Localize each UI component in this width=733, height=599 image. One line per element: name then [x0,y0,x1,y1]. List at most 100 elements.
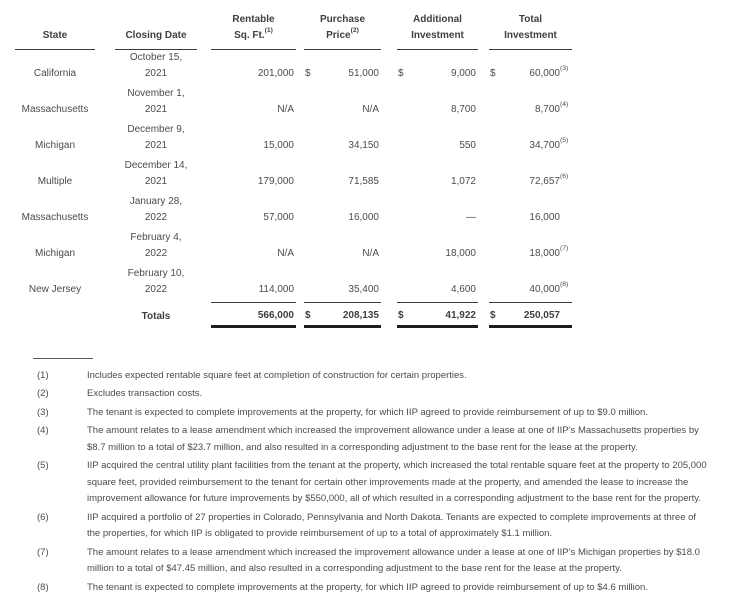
closing-date-line1: December 14, [124,160,188,171]
table-body: California October 15, 2021 201,000 $51,000 $… [15,50,572,328]
table-row: Massachusetts November 1, 2021 N/A N/A 8,700 8… [15,86,572,122]
column-gap [95,86,115,122]
column-gap [95,50,115,87]
state-cell: California [33,68,77,79]
total-dollar-sign [489,266,502,303]
rentable-sqft-cell: 114,000 [211,266,296,303]
footnote-ref: (3) [560,65,569,72]
footnote-text: Includes expected rentable square feet a… [87,369,467,381]
table-row: California October 15, 2021 201,000 $51,000 $… [15,50,572,87]
column-gap [478,230,489,266]
footnote-ref: (8) [560,280,569,288]
footnote-ref: (7) [560,245,569,252]
rentable-sqft-column-header: Rentable Sq. Ft.(1) [211,12,296,50]
column-gap [197,50,211,87]
closing-date-line1: January 28, [129,196,183,207]
footnote-number: (3) [37,406,49,418]
closing-date-cell: December 14, 2021 [115,158,197,194]
closing-date-line2: 2021 [144,68,168,79]
footnote-item: (8) The tenant is expected to complete im… [37,580,733,597]
closing-date-line2: 2022 [144,212,168,223]
footnote-number: (5) [37,460,49,471]
column-gap [478,194,489,230]
closing-date-cell: January 28, 2022 [115,194,197,230]
additional-dollar-sign [397,194,410,230]
column-gap [296,158,304,194]
additional-investment-cell: 9,000 [450,68,476,79]
column-gap [478,266,489,302]
closing-date-cell: October 15, 2021 [115,50,197,87]
total-investment-cell: 40,000(8) [502,266,572,303]
footnote-text: The tenant is expected to complete impro… [87,406,648,418]
closing-date-line1: October 15, [129,52,183,63]
purchase-dollar-sign [304,194,317,230]
additional-investment-cell: 8,700 [450,104,476,115]
column-gap [197,194,211,230]
additional-investment-cell: — [466,212,476,223]
table-row: Michigan February 4, 2022 N/A N/A 18,000 18,00… [15,230,572,266]
column-gap [197,86,211,122]
footnote-item: (2) Excludes transaction costs. [37,386,733,403]
additional-dollar-sign [397,86,410,122]
column-gap [381,230,397,266]
column-gap [478,158,489,194]
total-investment-cell: 18,000(7) [502,230,572,266]
totals-additional-dollar-sign: $ [397,302,410,328]
column-gap [381,158,397,194]
purchase-price-cell: 71,585 [348,176,379,187]
column-gap [95,230,115,266]
footnote-ref-2: (2) [350,27,359,34]
column-gap [381,122,397,158]
column-gap [296,230,304,266]
footnote-text: IIP acquired the central utility plant f… [87,460,707,504]
column-gap [381,86,397,122]
additional-dollar-sign [397,158,410,194]
purchase-dollar-sign [304,266,317,303]
column-gap [478,86,489,122]
purchase-price-cell: 35,400 [317,266,381,303]
purchase-dollar-sign [304,230,317,266]
footnote-ref: (4) [560,101,569,108]
totals-purchase-dollar-sign: $ [304,302,317,328]
additional-dollar-sign [397,230,410,266]
total-dollar-sign [489,194,502,230]
footnote-number: (6) [37,511,49,523]
column-gap [381,302,397,326]
closing-date-cell: February 4, 2022 [115,230,197,266]
total-investment-cell: 16,000 [529,212,560,223]
footnote-item: (3) The tenant is expected to complete im… [37,405,733,422]
closing-date-line1: November 1, [127,88,185,99]
rentable-sqft-cell: N/A [277,248,294,259]
closing-date-cell: February 10, 2022 [115,266,197,302]
purchase-price-cell: 16,000 [348,212,379,223]
additional-investment-cell: 4,600 [410,266,478,303]
footnotes-section: (1) Includes expected rentable square fee… [0,368,733,597]
totals-total-investment: 250,057 [502,302,572,328]
total-investment-cell: 8,700(4) [502,86,572,122]
additional-investment-column-header: Additional Investment [397,12,478,50]
purchase-dollar-sign [304,158,317,194]
footnote-ref-1: (1) [264,27,273,34]
closing-date-line2: 2022 [144,284,168,295]
footnote-item: (4) The amount relates to a lease amendme… [37,423,733,456]
totals-rentable-sqft: 566,000 [211,302,296,328]
totals-total-dollar-sign: $ [489,302,502,328]
purchase-price-cell: 34,150 [348,140,379,151]
purchase-price-cell: N/A [362,104,379,115]
state-cell: New Jersey [28,284,82,295]
column-gap [197,302,211,326]
rentable-sqft-cell: 179,000 [257,176,294,187]
column-gap [478,122,489,158]
column-gap [381,266,397,302]
additional-investment-cell: 18,000 [445,248,476,259]
column-gap [95,194,115,230]
footnote-number: (7) [37,546,49,558]
column-gap [381,194,397,230]
table-row: Michigan December 9, 2021 15,000 34,150 550 34… [15,122,572,158]
state-cell: Massachusetts [21,212,89,223]
rentable-sqft-cell: 201,000 [257,68,294,79]
footnote-text: Excludes transaction costs. [87,388,203,399]
purchase-dollar-sign [304,122,317,158]
purchase-price-cell: N/A [362,248,379,259]
total-dollar-sign: $ [490,68,496,79]
